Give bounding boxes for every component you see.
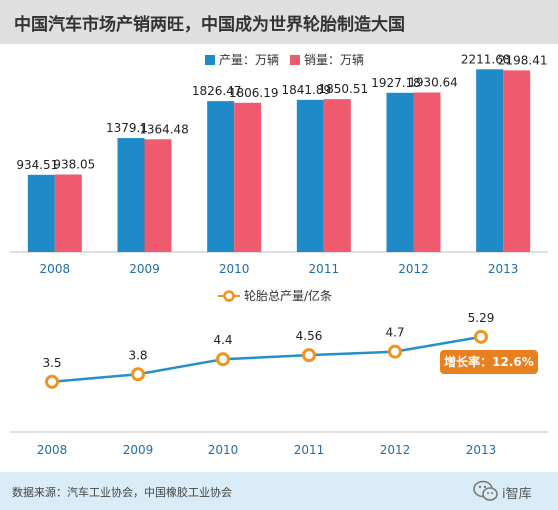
point-tire-2013: [476, 331, 487, 342]
data-label-tire-2008: 3.5: [42, 356, 61, 370]
title-bar: 中国汽车市场产销两旺，中国成为世界轮胎制造大国: [0, 0, 558, 44]
data-label-production-2008: 934.51: [16, 158, 58, 172]
data-label-sales-2013: 2198.41: [498, 53, 548, 67]
data-label-tire-2013: 5.29: [468, 311, 495, 325]
source-note: 数据来源：汽车工业协会，中国橡胶工业协会: [12, 484, 232, 500]
logo-text: i智库: [502, 483, 532, 502]
series-line-tire: [52, 337, 481, 382]
point-tire-2009: [133, 369, 144, 380]
data-label-sales-2010: 1806.19: [229, 86, 279, 100]
page-title: 中国汽车市场产销两旺，中国成为世界轮胎制造大国: [14, 10, 405, 35]
wechat-icon: [472, 478, 500, 504]
charts-area: 产量：万辆销量：万辆934.51938.0520081379.11364.482…: [0, 44, 558, 472]
bar-sales-2012: [414, 93, 441, 252]
data-label-sales-2008: 938.05: [53, 158, 95, 172]
data-label-tire-2011: 4.56: [296, 329, 323, 343]
x-tick-bar-2013: 2013: [488, 262, 519, 276]
logo: i智库: [472, 478, 552, 504]
point-tire-2010: [218, 354, 229, 365]
x-tick-bar-2012: 2012: [398, 262, 429, 276]
x-tick-line-2013: 2013: [466, 443, 497, 457]
data-label-sales-2009: 1364.48: [139, 122, 189, 136]
legend-label-tire: 轮胎总产量/亿条: [244, 288, 332, 303]
legend-label-1: 产量：万辆: [219, 53, 279, 67]
bar-production-2011: [297, 100, 324, 252]
data-label-tire-2009: 3.8: [128, 348, 147, 362]
point-tire-2011: [304, 350, 315, 361]
data-label-sales-2011: 1850.51: [319, 82, 369, 96]
data-label-tire-2012: 4.7: [385, 326, 404, 340]
x-tick-bar-2008: 2008: [40, 262, 71, 276]
x-tick-line-2012: 2012: [380, 443, 411, 457]
legend-marker-tire: [225, 292, 234, 301]
bar-production-2013: [476, 69, 503, 252]
bar-production-2009: [118, 138, 145, 252]
growth-rate-label: 增长率：12.6%: [444, 354, 534, 369]
x-tick-bar-2010: 2010: [219, 262, 250, 276]
data-label-sales-2012: 1930.64: [408, 76, 458, 90]
x-tick-bar-2009: 2009: [129, 262, 160, 276]
x-tick-line-2011: 2011: [294, 443, 325, 457]
x-tick-line-2010: 2010: [208, 443, 239, 457]
bar-production-2010: [207, 101, 234, 252]
bar-sales-2008: [55, 175, 82, 252]
bar-production-2012: [387, 93, 414, 252]
legend-label-2: 销量：万辆: [304, 53, 364, 67]
bar-sales-2009: [145, 139, 172, 252]
point-tire-2008: [47, 376, 58, 387]
point-tire-2012: [390, 346, 401, 357]
x-tick-line-2009: 2009: [123, 443, 154, 457]
data-label-tire-2010: 4.4: [213, 333, 232, 347]
x-tick-bar-2011: 2011: [309, 262, 340, 276]
legend-swatch-1: [205, 55, 215, 65]
bar-production-2008: [28, 175, 55, 252]
x-tick-line-2008: 2008: [37, 443, 68, 457]
bar-sales-2011: [324, 99, 351, 252]
bar-sales-2010: [234, 103, 261, 252]
bar-sales-2013: [503, 70, 530, 252]
legend-swatch-2: [290, 55, 300, 65]
footer-bar: 数据来源：汽车工业协会，中国橡胶工业协会 i智库: [0, 472, 558, 510]
